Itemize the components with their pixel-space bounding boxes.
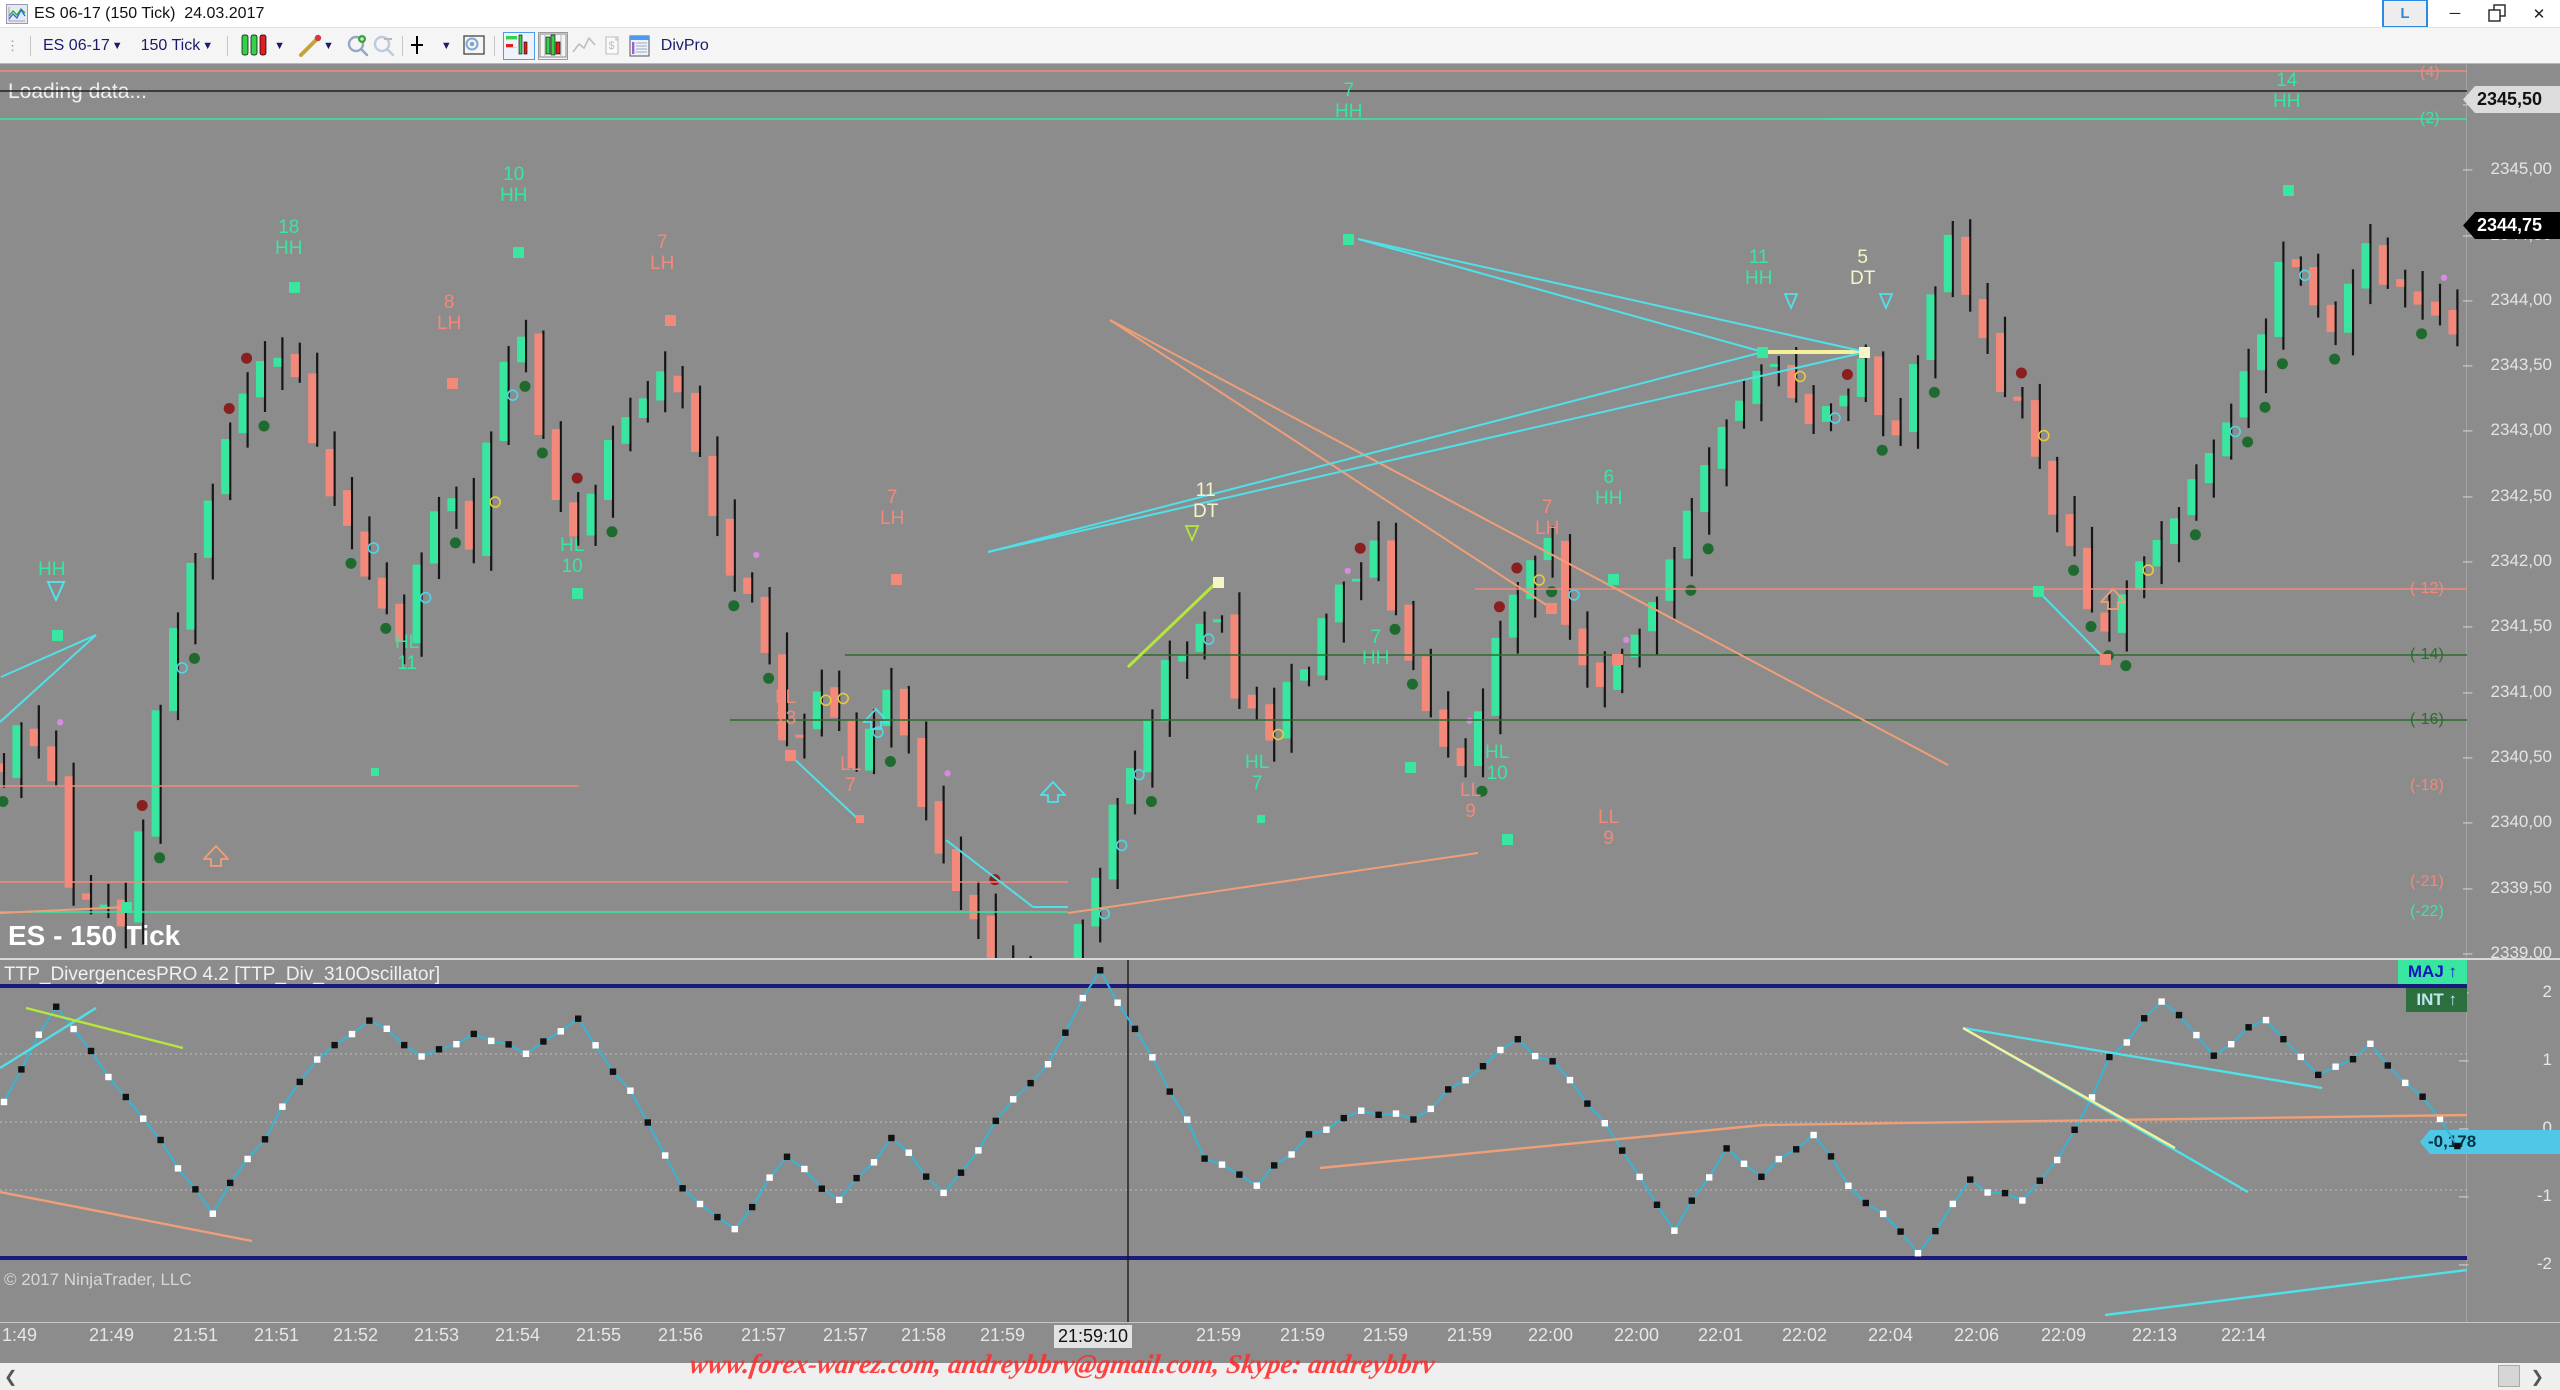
- svg-text:$: $: [608, 40, 614, 52]
